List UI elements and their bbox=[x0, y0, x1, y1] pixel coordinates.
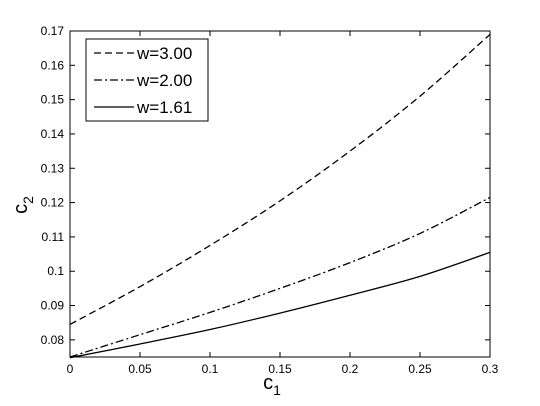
y-tick-label: 0.12 bbox=[41, 196, 65, 210]
y-tick-label: 0.16 bbox=[41, 58, 65, 72]
x-tick-label: 0.3 bbox=[482, 362, 499, 376]
x-tick-label: 0.25 bbox=[408, 362, 432, 376]
y-tick-label: 0.11 bbox=[42, 230, 65, 244]
series-line-2 bbox=[69, 251, 491, 359]
y-axis-label-subscript: 2 bbox=[20, 196, 36, 204]
legend-label-w161: w=1.61 bbox=[136, 98, 192, 117]
y-tick-label: 0.17 bbox=[41, 24, 65, 38]
x-tick-label: 0.05 bbox=[128, 362, 152, 376]
y-axis-label: c2 bbox=[10, 196, 36, 214]
x-axis-ticks: 0 0.05 0.1 0.15 0.2 0.25 0.3 bbox=[67, 31, 499, 376]
series-line-0 bbox=[69, 33, 491, 325]
y-tick-label: 0.14 bbox=[41, 127, 65, 141]
y-tick-label: 0.09 bbox=[41, 299, 65, 313]
x-tick-label: 0.2 bbox=[342, 362, 359, 376]
y-tick-label: 0.1 bbox=[47, 264, 64, 278]
y-tick-label: 0.15 bbox=[41, 93, 65, 107]
y-axis-ticks: 0.08 0.09 0.1 0.11 0.12 0.13 0.14 0.15 0.16 0.17 bbox=[41, 24, 490, 347]
x-tick-label: 0 bbox=[67, 362, 74, 376]
legend-label-w300: w=3.00 bbox=[136, 44, 192, 63]
x-tick-label: 0.15 bbox=[268, 362, 292, 376]
series-layer bbox=[69, 33, 491, 359]
y-tick-label: 0.08 bbox=[41, 333, 65, 347]
x-axis-label: c1 bbox=[263, 372, 281, 398]
legend-label-w200: w=2.00 bbox=[136, 71, 192, 90]
x-axis-label-main: c bbox=[263, 372, 273, 394]
x-tick-label: 0.1 bbox=[202, 362, 219, 376]
legend: w=3.00 w=2.00 w=1.61 bbox=[85, 38, 209, 122]
y-axis-label-main: c bbox=[10, 204, 32, 214]
x-axis-label-subscript: 1 bbox=[273, 382, 281, 398]
y-tick-label: 0.13 bbox=[41, 161, 65, 175]
series-line-1 bbox=[69, 196, 491, 358]
